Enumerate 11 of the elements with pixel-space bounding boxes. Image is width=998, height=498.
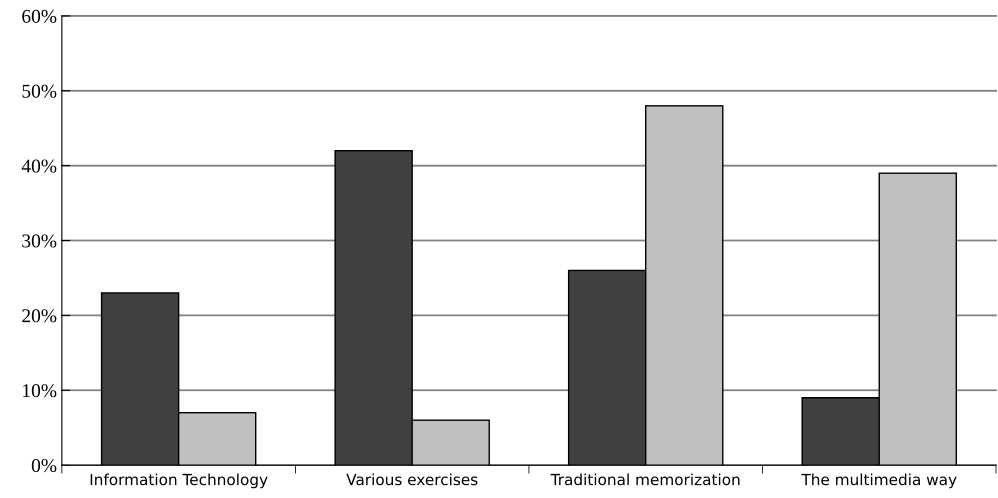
y-tick-label: 10% bbox=[23, 384, 56, 398]
y-tick-label: 20% bbox=[22, 309, 56, 322]
x-tick-label: Various exercises bbox=[346, 473, 478, 486]
x-tick-label: Traditional memorization bbox=[550, 473, 740, 486]
x-tick-label: The multimedia way bbox=[801, 473, 957, 488]
x-tick-label: Information Technology bbox=[90, 473, 268, 488]
y-tick-label: 0% bbox=[32, 458, 56, 472]
y-tick-label: 40% bbox=[22, 159, 56, 173]
y-tick-label: 50% bbox=[22, 84, 56, 98]
y-tick-label: 30% bbox=[22, 234, 56, 248]
y-tick-label: 60% bbox=[22, 10, 56, 23]
